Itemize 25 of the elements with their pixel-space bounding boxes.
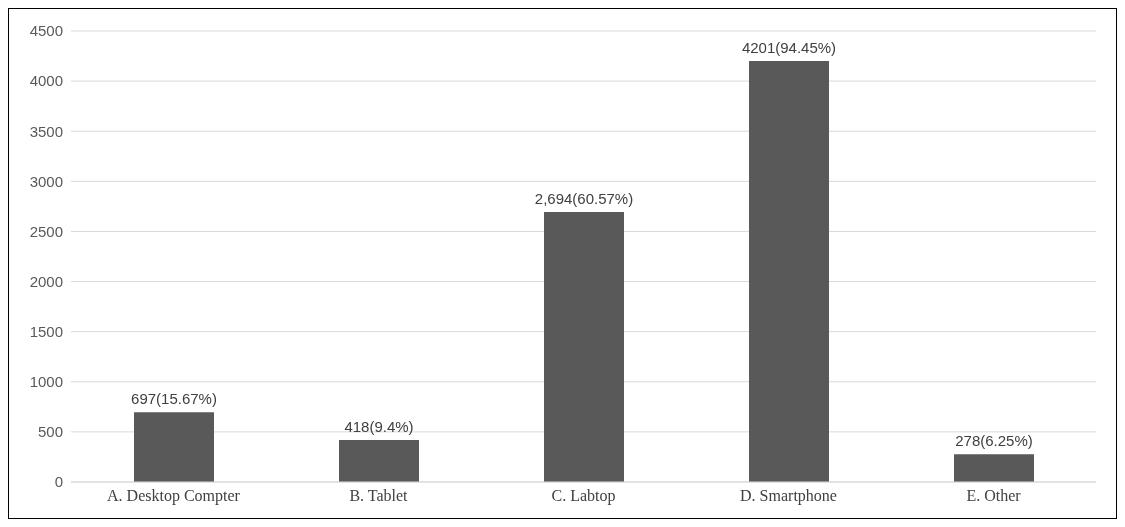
y-tick-label: 1000: [29, 373, 63, 391]
data-label: 418(9.4%): [344, 418, 414, 436]
y-tick-label: 3000: [29, 172, 63, 190]
x-tick-label: D. Smartphone: [740, 487, 837, 506]
x-tick-label: E. Other: [966, 487, 1022, 505]
bar: [544, 212, 624, 482]
y-tick-label: 2500: [29, 222, 63, 240]
x-tick-label: B. Tablet: [349, 487, 409, 505]
y-tick-label: 4500: [29, 22, 63, 40]
y-tick-label: 2000: [29, 272, 63, 290]
y-tick-label: 1500: [29, 322, 63, 340]
y-tick-label: 0: [54, 473, 63, 491]
y-tick-label: 3500: [29, 122, 63, 140]
bar: [954, 454, 1034, 482]
data-label: 278(6.25%): [955, 432, 1033, 450]
y-tick-label: 4000: [29, 72, 63, 90]
bar: [749, 60, 829, 482]
bar: [134, 412, 214, 482]
data-label: 697(15.67%): [131, 390, 217, 408]
data-label: 2,694(60.57%): [534, 190, 634, 207]
data-label: 4201(94.45%): [741, 38, 837, 56]
bar: [339, 440, 419, 482]
y-tick-label: 500: [37, 423, 63, 441]
x-tick-label: C. Labtop: [551, 487, 616, 506]
x-tick-label: A. Desktop Compter: [107, 487, 241, 506]
